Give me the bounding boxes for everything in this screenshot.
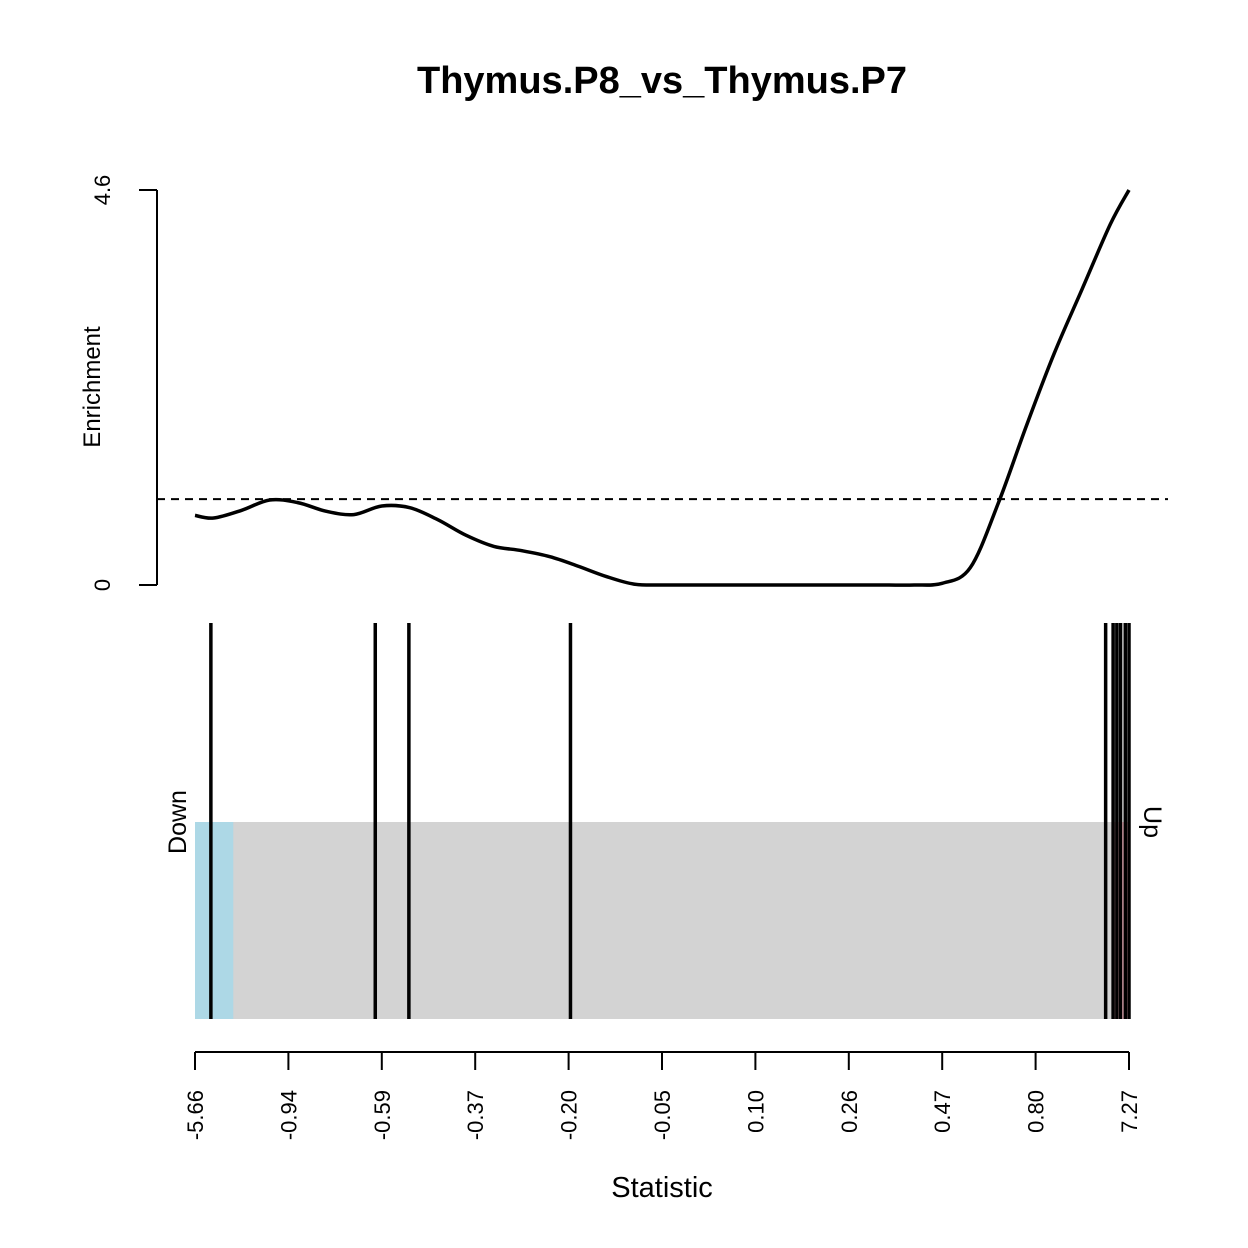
down-label: Down	[164, 790, 192, 854]
statistic-tick-label: -0.05	[650, 1090, 675, 1140]
statistic-tick-label: 7.27	[1117, 1090, 1142, 1133]
statistic-tick-label: -0.59	[370, 1090, 395, 1140]
barcode-panel: Down Up	[164, 623, 1166, 1019]
enrichment-axis-label: Enrichment	[79, 326, 106, 448]
statistic-tick-label: 0.10	[743, 1090, 768, 1133]
statistic-axis: -5.66 -0.94 -0.59 -0.37 -0.20 -0.05 0.10 0.26 0.…	[183, 1052, 1142, 1204]
enrichment-y-tick-label-bottom: 0	[90, 579, 115, 591]
chart-title: Thymus.P8_vs_Thymus.P7	[417, 60, 907, 102]
statistic-ticks: -5.66 -0.94 -0.59 -0.37 -0.20 -0.05 0.10 0.26 0.…	[183, 1052, 1142, 1140]
barcode-down-region	[195, 822, 233, 1019]
up-label: Up	[1138, 806, 1166, 838]
enrichment-curve	[195, 190, 1129, 585]
statistic-tick-label: -5.66	[183, 1090, 208, 1140]
statistic-tick-label: 0.47	[930, 1090, 955, 1133]
barcode-neutral-band	[195, 822, 1129, 1019]
enrichment-panel: 4.6 0 Enrichment	[79, 175, 1168, 591]
enrichment-y-tick-label-top: 4.6	[90, 175, 115, 206]
statistic-tick-label: -0.20	[557, 1090, 582, 1140]
statistic-axis-label: Statistic	[611, 1172, 713, 1204]
statistic-tick-label: -0.37	[463, 1090, 488, 1140]
statistic-tick-label: 0.80	[1024, 1090, 1049, 1133]
statistic-tick-label: -0.94	[276, 1090, 301, 1140]
statistic-tick-label: 0.26	[837, 1090, 862, 1133]
